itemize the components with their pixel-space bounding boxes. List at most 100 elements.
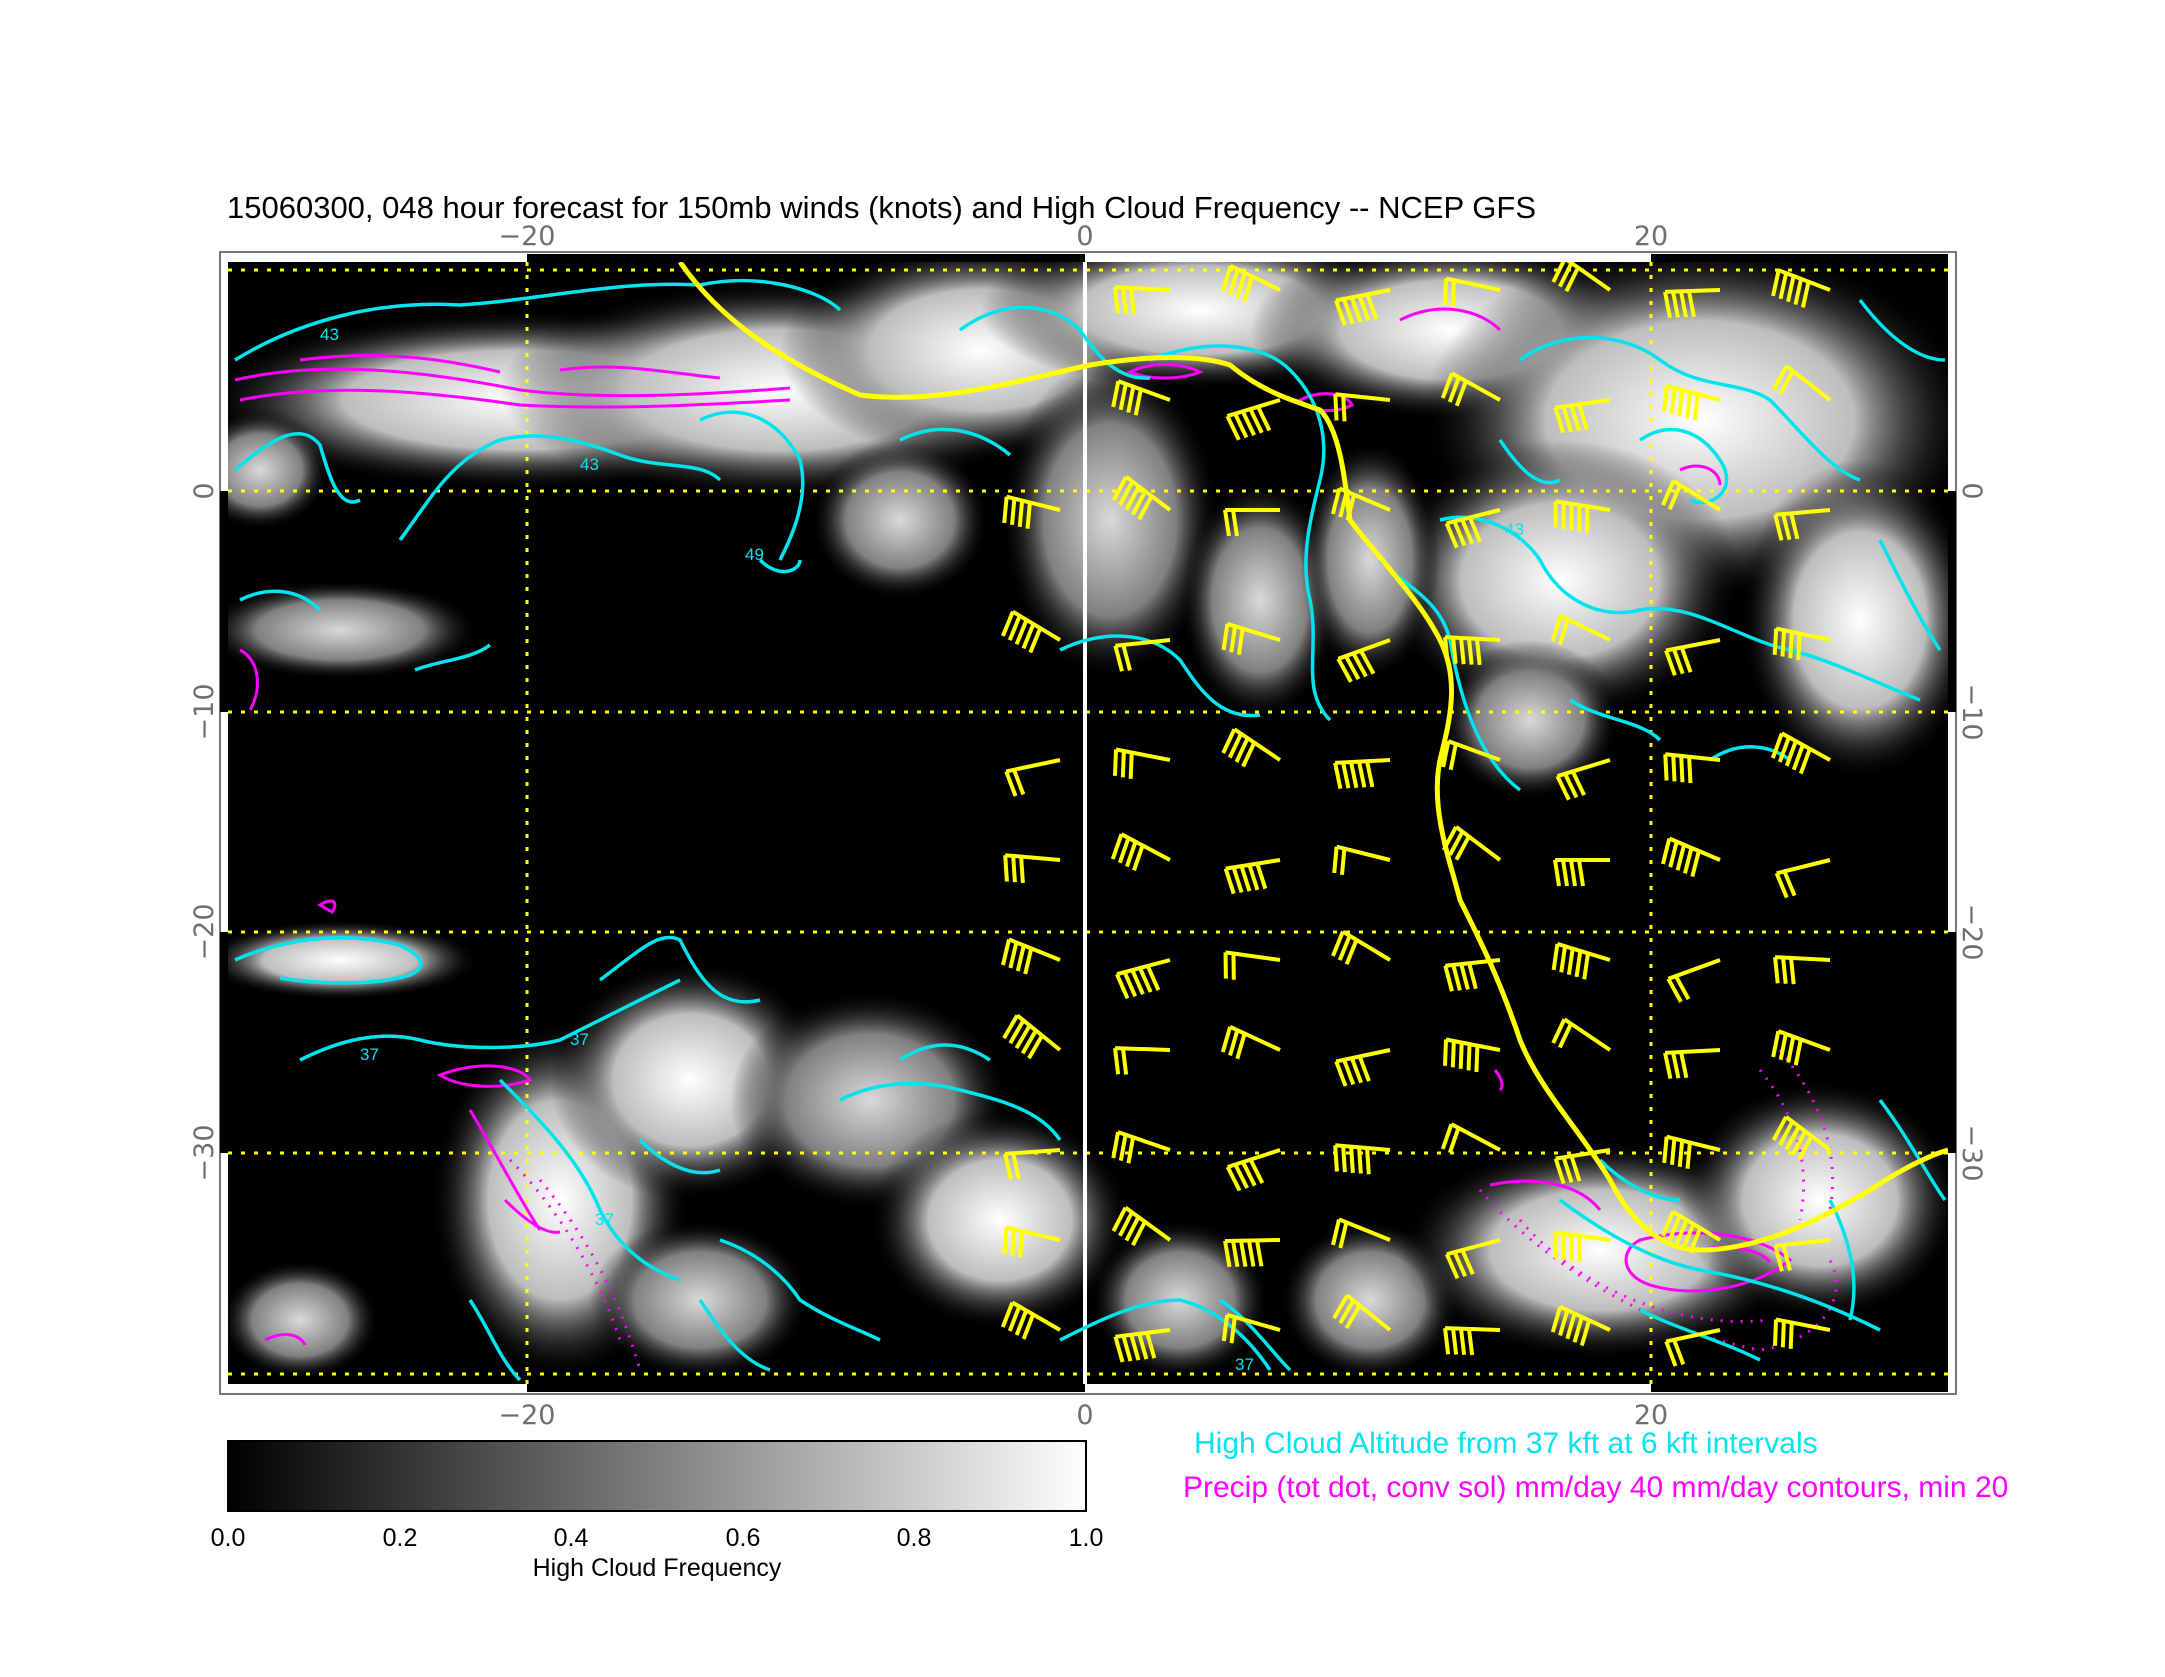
contour-label: 37	[360, 1045, 379, 1064]
wind-barb	[1664, 1328, 1721, 1367]
wind-barb	[1661, 479, 1722, 512]
wind-barb	[1001, 609, 1062, 654]
figure-title: 15060300, 048 hour forecast for 150mb wi…	[227, 190, 1536, 225]
cloud-frequency-field	[228, 262, 1948, 1384]
wind-barb	[1003, 853, 1061, 883]
wind-barb	[1001, 937, 1061, 975]
wind-barb	[1110, 832, 1171, 871]
lat-ticks-right: 0 −10 −20 −30	[1956, 482, 1987, 1181]
wind-barb	[1113, 638, 1171, 672]
wind-barb	[1221, 727, 1282, 768]
wind-barb	[1441, 739, 1501, 771]
lat-tick-label: −20	[189, 904, 220, 961]
lon-tick-label: −20	[499, 221, 556, 252]
lat-tick-label: −10	[189, 684, 220, 741]
wind-barb	[1663, 288, 1721, 319]
lat-tick-label: −20	[1956, 904, 1987, 961]
wind-barb	[1333, 758, 1391, 790]
wind-barb	[1771, 1029, 1831, 1066]
legend-precip: Precip (tot dot, conv sol) mm/day 40 mm/…	[1183, 1471, 2008, 1504]
wind-barb	[1113, 285, 1171, 315]
wind-barb	[1223, 858, 1281, 895]
wind-barb	[1443, 1326, 1501, 1356]
lat-lon-grid	[228, 262, 1948, 1384]
wind-barb	[1334, 288, 1391, 326]
contour-label: 49	[745, 545, 764, 564]
lat-ticks-left: 0 −10 −20 −30	[189, 482, 220, 1181]
wind-barb	[1220, 264, 1281, 303]
wind-barb	[1002, 494, 1061, 529]
wind-barb	[1773, 1238, 1831, 1272]
lon-ticks-top: −20 0 20	[499, 221, 1669, 252]
wind-barb	[1003, 1148, 1061, 1180]
wind-barb	[1662, 1134, 1721, 1169]
wind-barb	[1220, 1024, 1281, 1060]
colorbar-tick: 0.2	[383, 1524, 418, 1552]
frame-tick-bars	[220, 254, 1956, 1392]
wind-barb	[1111, 475, 1172, 521]
wind-barb	[1551, 942, 1611, 980]
wind-barb	[1113, 1046, 1171, 1075]
wind-barb	[1330, 486, 1391, 521]
cloud-altitude-contours	[233, 278, 1947, 1382]
wind-barb	[1331, 929, 1392, 966]
colorbar-tick: 0.8	[897, 1524, 932, 1552]
wind-barb	[1555, 758, 1611, 801]
lon-tick-label: 0	[1076, 221, 1093, 252]
wind-barb	[1000, 1300, 1061, 1340]
wind-barb	[1225, 1148, 1281, 1192]
colorbar-tick: 0.0	[211, 1524, 246, 1552]
wind-barb	[1221, 1312, 1281, 1344]
contour-label: 37	[595, 1210, 614, 1229]
wind-barb	[1551, 1017, 1612, 1052]
wind-barb	[1551, 262, 1612, 293]
lon-ticks-bottom: −20 0 20	[499, 1400, 1669, 1431]
wind-barb	[1440, 371, 1501, 407]
contour-label: 43	[320, 325, 339, 344]
lon-tick-label: 20	[1634, 221, 1668, 252]
wind-barb	[1443, 635, 1501, 666]
wind-barb	[1333, 1143, 1391, 1175]
colorbar-label: High Cloud Frequency	[533, 1554, 782, 1582]
wind-streamlines	[677, 262, 1948, 1253]
wind-barb	[1223, 1238, 1281, 1268]
colorbar-gradient	[227, 1440, 1087, 1512]
lat-tick-label: −30	[1956, 1125, 1987, 1182]
wind-barb	[1111, 1206, 1172, 1247]
wind-barb	[1553, 858, 1610, 887]
wind-barb	[1771, 1115, 1832, 1161]
lat-tick-label: 0	[1956, 482, 1987, 499]
lat-tick-label: 0	[189, 482, 220, 499]
wind-barb	[1333, 392, 1391, 422]
contour-labels: 43 43 49 37 37 37 43 37	[320, 325, 1524, 1374]
wind-barb	[1111, 1130, 1171, 1164]
wind-barb	[1442, 1037, 1501, 1072]
wind-barb	[1663, 1048, 1721, 1080]
wind-barb	[1772, 364, 1832, 402]
wind-barb	[1774, 858, 1831, 899]
contour-label: 37	[570, 1030, 589, 1049]
lat-tick-label: −30	[189, 1125, 220, 1182]
wind-barb	[1772, 1317, 1831, 1349]
wind-barb	[1773, 955, 1831, 985]
colorbar-tick: 0.6	[726, 1524, 761, 1552]
colorbar-tick: 0.4	[554, 1524, 589, 1552]
wind-barb	[1002, 1225, 1061, 1258]
wind-barb	[1442, 276, 1501, 307]
wind-barb	[1002, 1013, 1062, 1060]
wind-barb	[1553, 398, 1611, 434]
wind-barb	[1660, 836, 1721, 878]
wind-barb	[1445, 1238, 1501, 1280]
wind-barb	[1225, 398, 1281, 441]
legend-cloud-altitude: High Cloud Altitude from 37 kft at 6 kft…	[1194, 1427, 1818, 1460]
wind-barb	[1664, 638, 1721, 676]
wind-barb	[1553, 1230, 1611, 1263]
wind-barb	[1334, 1048, 1391, 1087]
wind-barb	[1004, 758, 1061, 797]
contour-label: 43	[580, 455, 599, 474]
lat-tick-label: −10	[1956, 684, 1987, 741]
wind-barb	[1663, 752, 1721, 784]
wind-barb	[1115, 958, 1171, 1000]
wind-barb	[1332, 1293, 1392, 1332]
wind-barb	[1441, 825, 1502, 862]
